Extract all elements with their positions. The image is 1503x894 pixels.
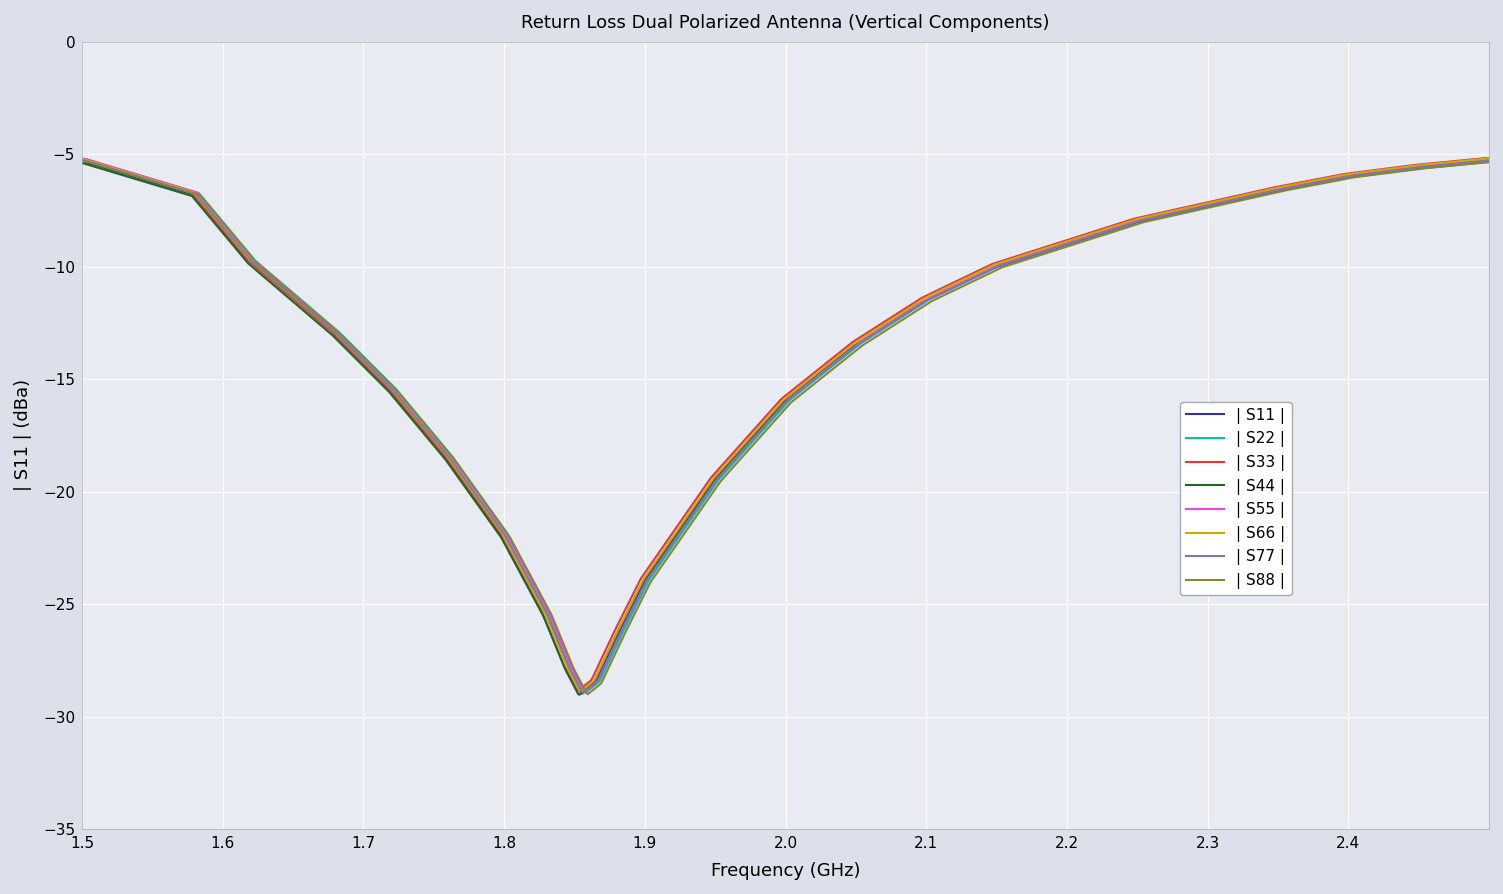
| S44 |: [1196, 201, 1214, 212]
Legend: | S11 |, | S22 |, | S33 |, | S44 |, | S55 |, | S66 |, | S77 |, | S88 |: | S11 |, | S22 |, | S33 |, | S44 |, | S5…: [1180, 401, 1291, 595]
| S88 |: [694, 501, 712, 511]
| S77 |: [574, 687, 592, 698]
| S33 |: [694, 484, 712, 494]
| S33 |: [1480, 153, 1498, 164]
| S66 |: [74, 154, 92, 164]
| S44 |: [570, 689, 588, 700]
| S22 |: [694, 497, 712, 508]
| S44 |: [694, 489, 712, 500]
Line: | S88 |: | S88 |: [83, 162, 1489, 695]
| S88 |: [1040, 247, 1058, 257]
| S88 |: [74, 156, 92, 167]
Line: | S33 |: | S33 |: [83, 158, 1489, 691]
| S55 |: [74, 154, 92, 164]
| S66 |: [571, 686, 589, 696]
| S77 |: [1480, 156, 1498, 166]
| S11 |: [1480, 156, 1498, 166]
| S88 |: [1172, 208, 1190, 219]
| S33 |: [643, 556, 661, 567]
| S55 |: [1196, 199, 1214, 210]
Line: | S66 |: | S66 |: [83, 158, 1489, 691]
| S11 |: [216, 227, 234, 238]
| S11 |: [573, 688, 591, 699]
| S55 |: [216, 221, 234, 232]
| S55 |: [1172, 205, 1190, 215]
| S66 |: [1172, 204, 1190, 215]
Line: | S44 |: | S44 |: [83, 162, 1489, 695]
| S22 |: [1172, 206, 1190, 216]
| S88 |: [216, 221, 234, 232]
| S33 |: [1040, 240, 1058, 251]
| S66 |: [216, 226, 234, 237]
| S44 |: [1479, 156, 1497, 167]
| S66 |: [1040, 241, 1058, 252]
| S77 |: [694, 493, 712, 504]
| S33 |: [216, 229, 234, 240]
| S44 |: [643, 562, 661, 573]
| S22 |: [643, 569, 661, 580]
| S77 |: [1196, 201, 1214, 212]
| S44 |: [1172, 207, 1190, 218]
Y-axis label: | S11 | (dBa): | S11 | (dBa): [14, 379, 32, 492]
| S55 |: [1040, 243, 1058, 254]
| S11 |: [1040, 244, 1058, 255]
Line: | S55 |: | S55 |: [83, 159, 1489, 691]
| S66 |: [1480, 153, 1498, 164]
| S88 |: [579, 689, 597, 700]
| S88 |: [643, 574, 661, 585]
| S11 |: [74, 156, 92, 166]
| S55 |: [643, 567, 661, 578]
| S55 |: [1480, 154, 1498, 164]
| S55 |: [694, 494, 712, 505]
| S11 |: [694, 493, 712, 503]
| S55 |: [576, 686, 594, 696]
Line: | S22 |: | S22 |: [83, 159, 1489, 692]
| S33 |: [1196, 198, 1214, 208]
| S88 |: [1196, 203, 1214, 214]
| S33 |: [1172, 203, 1190, 214]
| S22 |: [1196, 200, 1214, 211]
| S77 |: [1172, 207, 1190, 217]
| S77 |: [74, 155, 92, 165]
| S22 |: [216, 220, 234, 231]
| S11 |: [1196, 201, 1214, 212]
| S33 |: [568, 686, 586, 696]
| S44 |: [216, 232, 234, 242]
| S77 |: [1040, 244, 1058, 255]
| S22 |: [74, 154, 92, 164]
| S77 |: [216, 224, 234, 235]
| S66 |: [694, 488, 712, 499]
X-axis label: Frequency (GHz): Frequency (GHz): [711, 862, 860, 880]
| S44 |: [74, 157, 92, 168]
| S22 |: [1480, 155, 1498, 165]
| S66 |: [643, 561, 661, 571]
| S77 |: [643, 567, 661, 578]
Title: Return Loss Dual Polarized Antenna (Vertical Components): Return Loss Dual Polarized Antenna (Vert…: [522, 14, 1049, 32]
| S11 |: [643, 565, 661, 576]
| S11 |: [1172, 207, 1190, 217]
| S22 |: [577, 687, 595, 697]
Line: | S77 |: | S77 |: [83, 160, 1489, 693]
| S44 |: [1480, 156, 1498, 167]
| S44 |: [1040, 245, 1058, 256]
| S22 |: [1040, 244, 1058, 255]
| S33 |: [74, 154, 92, 164]
| S33 |: [1477, 153, 1495, 164]
| S66 |: [1196, 198, 1214, 209]
Line: | S11 |: | S11 |: [83, 161, 1489, 694]
| S88 |: [1480, 156, 1498, 167]
